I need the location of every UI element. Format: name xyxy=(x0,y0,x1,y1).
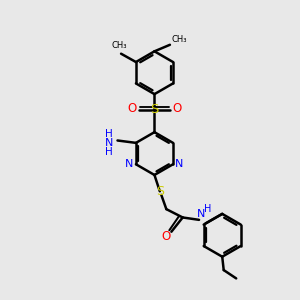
Text: O: O xyxy=(127,103,136,116)
Text: H: H xyxy=(204,204,211,214)
Text: H: H xyxy=(105,147,113,157)
Text: N: N xyxy=(105,139,113,148)
Text: S: S xyxy=(150,103,159,116)
Text: CH₃: CH₃ xyxy=(112,41,127,50)
Text: N: N xyxy=(197,209,206,220)
Text: H: H xyxy=(105,129,113,139)
Text: CH₃: CH₃ xyxy=(172,35,187,44)
Text: N: N xyxy=(125,159,134,169)
Text: N: N xyxy=(175,159,184,169)
Text: O: O xyxy=(161,230,171,243)
Text: O: O xyxy=(173,103,182,116)
Text: S: S xyxy=(156,185,164,198)
